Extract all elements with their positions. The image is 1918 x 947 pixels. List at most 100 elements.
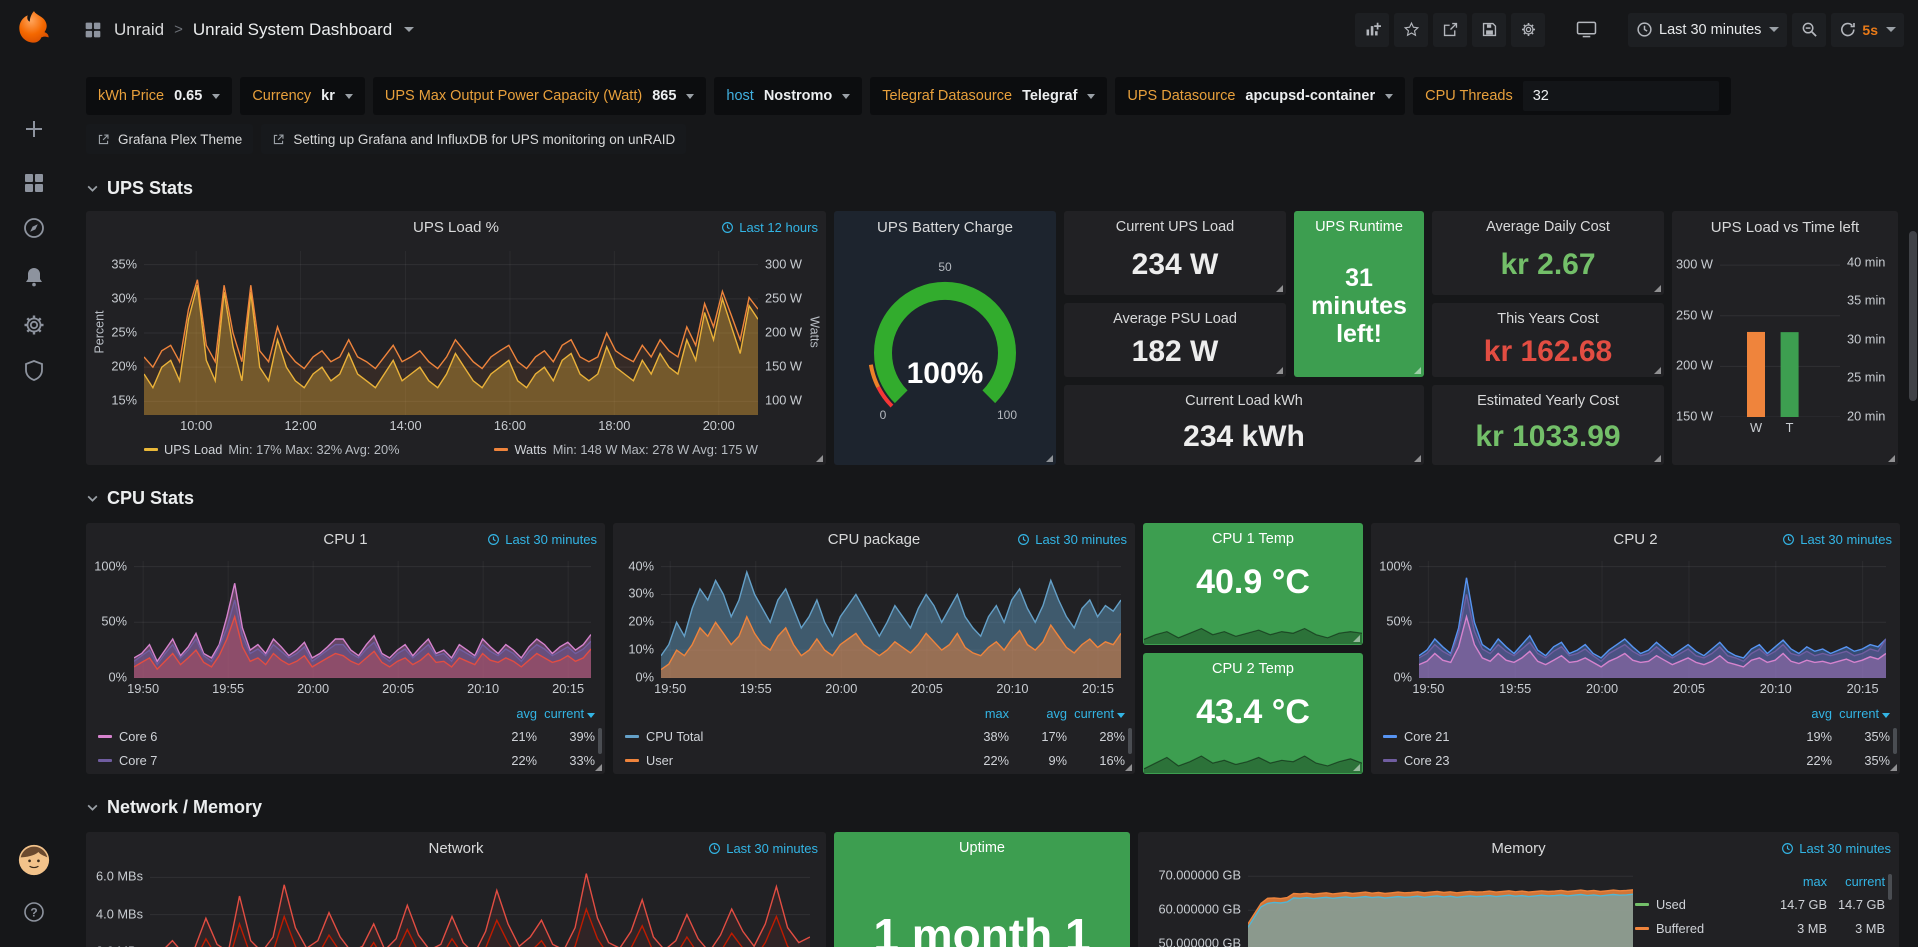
section-cpu-stats[interactable]: CPU Stats <box>86 485 1900 511</box>
variable-kwh-price[interactable]: kWh Price 0.65 <box>86 77 233 115</box>
legend-item[interactable]: Core 6 21% 39% <box>98 724 595 748</box>
legend-value: 33% <box>569 752 595 768</box>
panel-timerange-badge[interactable]: Last 12 hours <box>721 220 818 235</box>
temp-sparkline <box>1144 739 1362 773</box>
variable-value[interactable]: 0.65 <box>174 88 203 104</box>
panel-title[interactable]: Current Load kWh <box>1185 393 1303 409</box>
variable-value[interactable]: kr <box>321 88 335 104</box>
variable-value[interactable]: Telegraf <box>1022 88 1078 104</box>
sidebar-explore-button[interactable] <box>12 206 56 250</box>
legend-column-header[interactable]: current <box>537 706 595 721</box>
save-dashboard-button[interactable] <box>1472 12 1507 47</box>
variable-value[interactable]: Nostromo <box>763 88 833 104</box>
legend-column-header[interactable]: avg <box>516 705 537 721</box>
legend-item[interactable]: User 22% 9% 16% <box>625 748 1125 772</box>
page-scrollbar[interactable] <box>1909 59 1917 947</box>
variable-ups-max-output-power-capacity-watt-[interactable]: UPS Max Output Power Capacity (Watt) 865 <box>372 77 707 115</box>
panel-title[interactable]: Estimated Yearly Cost <box>1477 393 1619 409</box>
breadcrumb-folder[interactable]: Unraid <box>114 19 165 39</box>
panel-title[interactable]: CPU 1 <box>323 531 368 548</box>
dashboard-link-plex-theme[interactable]: Grafana Plex Theme <box>86 124 254 154</box>
share-dashboard-button[interactable] <box>1433 12 1468 47</box>
panel-title[interactable]: CPU 2 Temp <box>1212 660 1294 677</box>
panel-title[interactable]: Uptime <box>959 840 1005 856</box>
legend-item[interactable]: Core 21 19% 35% <box>1383 724 1890 748</box>
legend-item[interactable]: UPS Load Min: 17% Max: 32% Avg: 20% <box>144 442 400 457</box>
axis-tick: 18:00 <box>598 418 631 433</box>
legend-column-header[interactable]: max <box>1802 873 1827 889</box>
save-icon <box>1482 22 1496 37</box>
sidebar-configuration-button[interactable] <box>12 303 56 347</box>
variable-value[interactable]: apcupsd-container <box>1245 88 1376 104</box>
panel-timerange-badge[interactable]: Last 30 minutes <box>1782 532 1892 547</box>
legend-item[interactable]: Core 23 22% 35% <box>1383 748 1890 772</box>
add-panel-button[interactable] <box>1355 12 1390 47</box>
legend-column-header[interactable]: current <box>1832 706 1890 721</box>
legend-item[interactable]: Watts Min: 148 W Max: 278 W Avg: 175 W <box>494 442 758 457</box>
legend-item[interactable]: Used 14.7 GB 14.7 GB <box>1635 892 1885 916</box>
panel-title[interactable]: CPU package <box>827 531 921 548</box>
sidebar-alerting-button[interactable] <box>12 255 56 299</box>
refresh-interval-label[interactable]: 5s <box>1862 21 1878 38</box>
legend-column-header[interactable]: current <box>1845 873 1885 889</box>
legend-item[interactable]: CPU Total 38% 17% 28% <box>625 724 1125 748</box>
panel-title[interactable]: UPS Battery Charge <box>877 219 1013 236</box>
ups-bar-chart[interactable]: W T 300 W 250 W 200 W 150 W 40 min 35 min 30 min… <box>1676 255 1885 434</box>
panel-title[interactable]: UPS Load vs Time left <box>1710 219 1860 236</box>
sidebar-dashboards-button[interactable] <box>12 161 56 205</box>
time-range-picker[interactable]: Last 30 minutes <box>1628 12 1788 47</box>
panel-title[interactable]: Network <box>428 840 484 857</box>
cycle-view-mode-button[interactable] <box>1568 13 1605 47</box>
gauge-value: 100% <box>907 357 984 390</box>
sidebar-help-button[interactable]: ? <box>12 890 56 934</box>
panel-title[interactable]: Current UPS Load <box>1115 219 1235 235</box>
variable-value[interactable]: 865 <box>652 88 677 104</box>
refresh-button[interactable]: 5s <box>1831 12 1904 47</box>
breadcrumb-dashboard-title[interactable]: Unraid System Dashboard <box>192 19 393 39</box>
apps-grid-icon[interactable] <box>82 19 104 41</box>
section-network-memory[interactable]: Network / Memory <box>86 794 1900 820</box>
ups-load-chart[interactable]: 35% 30% 25% 20% 15% 300 W 250 W 200 W 150 W 100 W… <box>111 251 802 432</box>
legend-column-header[interactable]: avg <box>1046 705 1067 721</box>
variable-ups-datasource[interactable]: UPS Datasource apcupsd-container <box>1115 77 1406 115</box>
grafana-logo[interactable] <box>13 8 55 50</box>
variable-host[interactable]: host Nostromo <box>714 77 863 115</box>
panel-timerange-badge[interactable]: Last 30 minutes <box>487 532 597 547</box>
panel-title[interactable]: Average PSU Load <box>1113 311 1237 327</box>
legend-column-header[interactable]: avg <box>1811 705 1832 721</box>
panel-title[interactable]: UPS Runtime <box>1315 219 1403 235</box>
variable-input[interactable]: 32 <box>1522 81 1719 111</box>
cpu2-chart[interactable]: 100% 50% 0% 19:50 19:55 20:00 20:05 20:10 20:15 <box>1379 559 1886 695</box>
panel-title[interactable]: Average Daily Cost <box>1486 219 1610 235</box>
network-chart[interactable]: 6.0 MBs 4.0 MBs 2.0 MBs <box>96 868 810 947</box>
panel-title[interactable]: Memory <box>1491 840 1546 857</box>
variable-cpu-threads[interactable]: CPU Threads 32 <box>1413 77 1731 115</box>
panel-timerange-badge[interactable]: Last 30 minutes <box>1781 841 1891 856</box>
dashboard-settings-button[interactable] <box>1511 12 1546 47</box>
memory-chart[interactable]: 70.000000 GB 60.000000 GB 50.000000 GB <box>1158 868 1633 947</box>
panel-title[interactable]: UPS Load % <box>413 219 499 236</box>
dashboard-dropdown-caret-icon[interactable] <box>404 27 415 32</box>
user-avatar[interactable] <box>12 838 56 882</box>
zoom-out-time-button[interactable] <box>1792 12 1827 47</box>
variable-currency[interactable]: Currency kr <box>240 77 365 115</box>
star-dashboard-button[interactable] <box>1394 12 1429 47</box>
panel-timerange-badge[interactable]: Last 30 minutes <box>1017 532 1127 547</box>
legend-item[interactable]: Buffered 3 MB 3 MB <box>1635 916 1885 940</box>
sidebar-create-button[interactable] <box>12 107 56 151</box>
panel-title[interactable]: CPU 2 <box>1613 531 1658 548</box>
sidebar-admin-button[interactable] <box>12 349 56 393</box>
cpu-package-chart[interactable]: 40% 30% 20% 10% 0% 19:50 19:55 20:00 20:05 20:10 2… <box>628 559 1121 695</box>
cpu1-chart[interactable]: 100% 50% 0% 19:50 19:55 20:00 20:05 20:10 20:15 <box>94 559 591 695</box>
legend-column-header[interactable]: max <box>984 705 1009 721</box>
dashboard-link-ups-guide[interactable]: Setting up Grafana and InfluxDB for UPS … <box>261 124 687 154</box>
panel-title[interactable]: This Years Cost <box>1497 311 1599 327</box>
legend-column-header[interactable]: current <box>1067 706 1125 721</box>
section-ups-stats[interactable]: UPS Stats <box>86 175 1900 201</box>
variable-telegraf-datasource[interactable]: Telegraf Datasource Telegraf <box>870 77 1108 115</box>
panel-title[interactable]: CPU 1 Temp <box>1212 531 1294 547</box>
chart-legend: UPS Load Min: 17% Max: 32% Avg: 20% Watts M… <box>144 442 758 457</box>
legend-item[interactable]: Core 7 22% 33% <box>98 748 595 772</box>
scrollbar-thumb[interactable] <box>1909 231 1917 401</box>
panel-timerange-badge[interactable]: Last 30 minutes <box>708 841 818 856</box>
